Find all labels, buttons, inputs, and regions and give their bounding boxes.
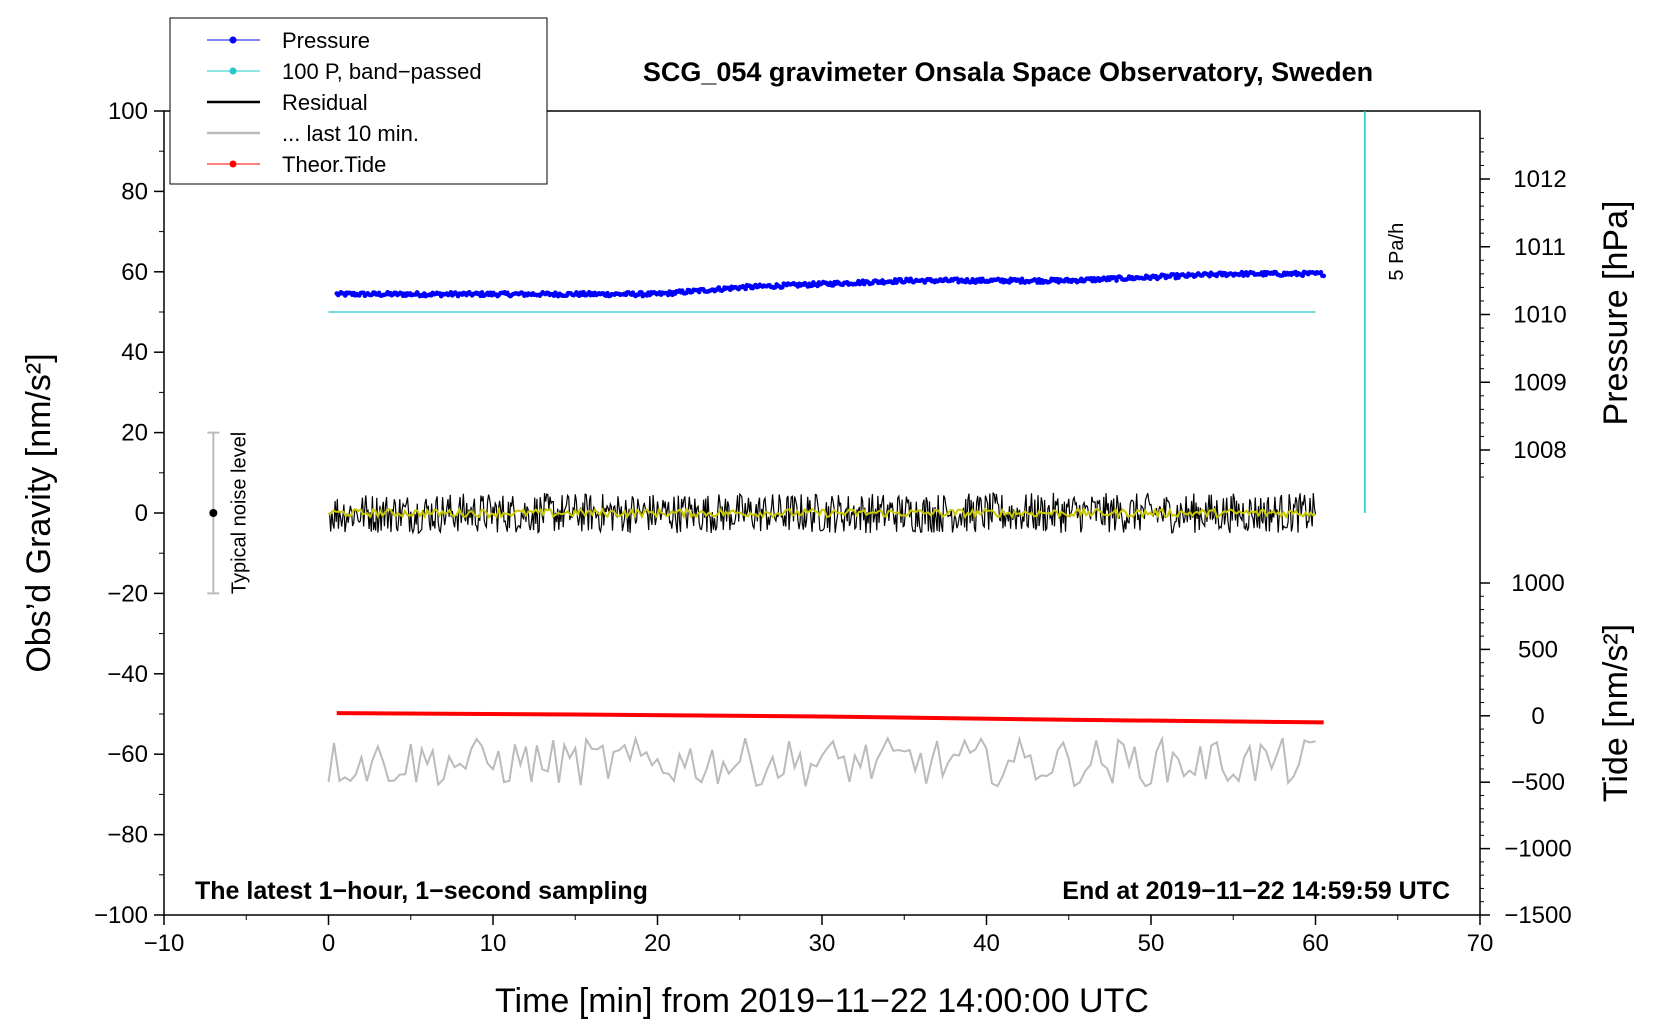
x-tick-label: 20 [644, 930, 671, 957]
legend-swatch-dot [229, 67, 237, 75]
x-tick-label: −10 [144, 930, 185, 957]
pressure-series [334, 269, 1327, 299]
x-axis-title: Time [min] from 2019−11−22 14:00:00 UTC [495, 982, 1149, 1020]
pressure-tick-label: 1011 [1514, 234, 1566, 261]
y-tick-label: 20 [121, 420, 148, 447]
y-tick-label: 100 [108, 98, 148, 125]
y-axis: −100 −80 −60 −40 −20 0 20 40 60 80 100 [94, 98, 164, 929]
legend: Pressure 100 P, band−passed Residual ... la… [169, 17, 548, 185]
tide-tick-label: −500 [1511, 769, 1565, 796]
x-tick-label: 40 [973, 930, 1000, 957]
noise-bar-center [209, 509, 218, 517]
y-tick-label: 0 [135, 500, 148, 527]
x-tick-label: 30 [809, 930, 836, 957]
y-tick-label: −60 [107, 741, 148, 768]
y-tick-label: −20 [107, 580, 148, 607]
tide-tick-label: 500 [1518, 636, 1558, 663]
note-right: End at 2019−11−22 14:59:59 UTC [1062, 877, 1450, 905]
x-axis: −10 0 10 20 30 40 50 60 70 [144, 915, 1494, 957]
rate-marker-label: 5 Pa/h [1386, 223, 1408, 281]
legend-label: Pressure [282, 28, 370, 53]
legend-label: Residual [282, 90, 368, 115]
tide-series [336, 711, 1324, 725]
x-tick-label: 10 [480, 930, 507, 957]
y-tick-label: −100 [94, 902, 148, 929]
noise-level-label: Typical noise level [228, 432, 250, 594]
pressure-tick-label: 1009 [1513, 369, 1566, 396]
x-tick-label: 70 [1467, 930, 1494, 957]
tide-tick-label: −1500 [1504, 902, 1571, 929]
legend-swatch-dot [229, 160, 237, 168]
tide-axis-title: Tide [nm/s²] [1597, 624, 1635, 802]
x-tick-label: 50 [1138, 930, 1165, 957]
note-left: The latest 1−hour, 1−second sampling [195, 877, 648, 905]
pressure-axis-title: Pressure [hPa] [1597, 201, 1635, 426]
tide-tick-label: −1000 [1504, 836, 1571, 863]
legend-label: ... last 10 min. [282, 121, 419, 146]
legend-label: 100 P, band−passed [282, 59, 482, 84]
noise-level-bar [207, 431, 220, 595]
smoothed-residual-series [328, 506, 1316, 520]
x-tick-label: 0 [322, 930, 335, 957]
tide-axis: −1500 −1000 −500 0 500 1000 [1480, 570, 1572, 929]
y-axis-title: Obs’d Gravity [nm/s²] [20, 353, 58, 672]
x-tick-label: 60 [1302, 930, 1329, 957]
y-tick-label: 60 [121, 259, 148, 286]
legend-swatch-dot [229, 36, 237, 44]
pressure-tick-label: 1010 [1513, 302, 1566, 329]
y-tick-label: 40 [121, 339, 148, 366]
series-layer [327, 269, 1327, 788]
y-tick-label: −40 [107, 661, 148, 688]
pressure-axis: 1008 1009 1010 1011 1012 [1480, 137, 1567, 478]
tide-tick-label: 0 [1531, 703, 1544, 730]
residual-series [328, 491, 1317, 535]
tide-tick-label: 1000 [1511, 570, 1564, 597]
chart-title: SCG_054 gravimeter Onsala Space Observat… [643, 57, 1373, 87]
legend-label: Theor.Tide [282, 152, 386, 177]
y-tick-label: −80 [107, 822, 148, 849]
last-10-min-series [327, 734, 1316, 788]
pressure-tick-label: 1008 [1513, 437, 1566, 464]
pressure-tick-label: 1012 [1513, 166, 1566, 193]
y-tick-label: 80 [121, 178, 148, 205]
